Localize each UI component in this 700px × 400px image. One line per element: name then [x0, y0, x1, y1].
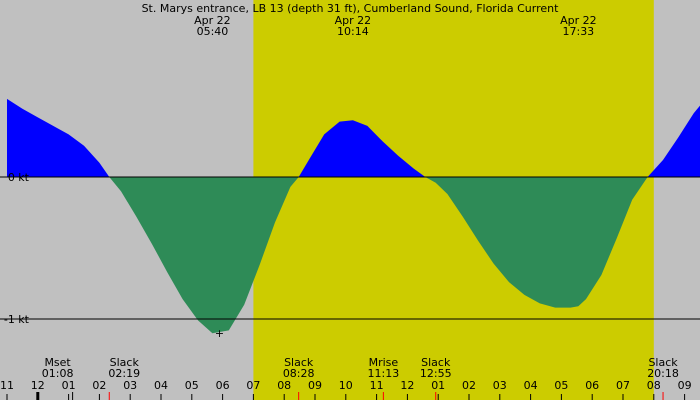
x-tick-label: 09	[678, 379, 692, 392]
x-tick-label: 05	[554, 379, 568, 392]
x-tick-label: 01	[62, 379, 76, 392]
x-tick-label: 06	[585, 379, 599, 392]
event-time: 01:08	[42, 367, 74, 380]
x-tick-label: 03	[493, 379, 507, 392]
x-tick-label: 04	[524, 379, 538, 392]
x-tick-label: 05	[185, 379, 199, 392]
x-tick-label: 02	[462, 379, 476, 392]
annotation-time: 05:40	[197, 25, 229, 38]
x-tick-label: 02	[92, 379, 106, 392]
event-time: 20:18	[647, 367, 679, 380]
event-time: 08:28	[283, 367, 315, 380]
event-time: 11:13	[368, 367, 400, 380]
event-label: Slack	[648, 356, 678, 369]
current-areas	[7, 98, 700, 334]
x-tick-label: 12	[31, 379, 45, 392]
event-label: Mrise	[369, 356, 399, 369]
y-gridlines	[0, 176, 700, 320]
flood-area	[7, 98, 110, 177]
x-tick-label: 04	[154, 379, 168, 392]
x-tick-label: 01	[431, 379, 445, 392]
x-tick-label: 09	[308, 379, 322, 392]
bottom-events: Mset01:08Slack02:19Slack08:28Mrise11:13S…	[42, 356, 679, 400]
y-tick-labels: 0 kt -1 kt	[4, 171, 30, 326]
x-tick-label: 06	[216, 379, 230, 392]
y-tick-label: 0 kt	[8, 171, 30, 184]
x-axis: 11 12 01 02 03 04 05 06 07 08 09 10 11 12 01 02 03 04 05 06…	[0, 379, 692, 400]
max-marker: +	[215, 327, 224, 340]
annotation-time: 10:14	[337, 25, 369, 38]
flood-area	[298, 120, 426, 177]
ebb-area	[109, 177, 299, 334]
event-label: Slack	[110, 356, 140, 369]
event-time: 02:19	[108, 367, 140, 380]
annotation-date: Apr 22	[335, 14, 372, 27]
event-label: Slack	[421, 356, 451, 369]
x-tick-label: 08	[277, 379, 291, 392]
annotation-time: 17:33	[562, 25, 594, 38]
chart-title: St. Marys entrance, LB 13 (depth 31 ft),…	[142, 2, 560, 15]
x-tick-label: 10	[339, 379, 353, 392]
flood-area	[647, 105, 700, 177]
event-time: 12:55	[420, 367, 452, 380]
ebb-area	[425, 177, 648, 308]
x-tick-label: 11	[0, 379, 14, 392]
x-tick-label: 11	[370, 379, 384, 392]
x-tick-label: 12	[400, 379, 414, 392]
max-marker-symbol: +	[215, 327, 224, 340]
x-tick-label: 03	[123, 379, 137, 392]
x-tick-label: 08	[647, 379, 661, 392]
y-tick-label: -1 kt	[4, 313, 30, 326]
x-tick-label: 07	[616, 379, 630, 392]
event-label: Slack	[284, 356, 314, 369]
x-tick-label: 07	[246, 379, 260, 392]
annotation-date: Apr 22	[560, 14, 597, 27]
annotation-date: Apr 22	[194, 14, 231, 27]
event-label: Mset	[44, 356, 71, 369]
